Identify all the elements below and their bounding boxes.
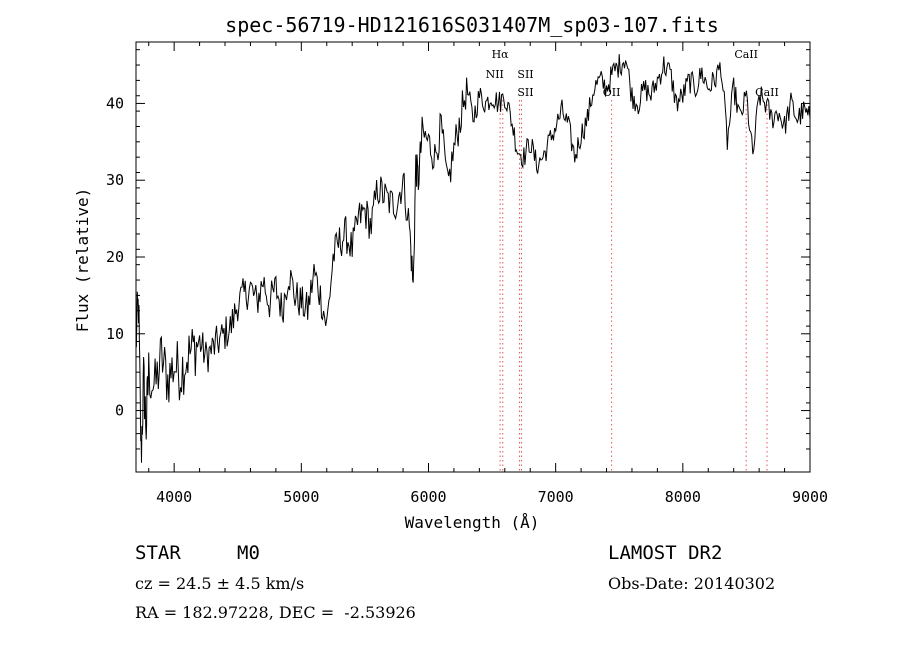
line-label: CaII xyxy=(755,86,779,99)
x-tick-label: 4000 xyxy=(156,488,192,506)
line-label: SII xyxy=(517,68,533,81)
y-tick-label: 40 xyxy=(106,94,124,112)
y-tick-label: 30 xyxy=(106,171,124,189)
observation-date: Obs-Date: 20140302 xyxy=(608,574,776,593)
line-label: Hα xyxy=(492,48,510,61)
y-tick-label: 10 xyxy=(106,325,124,343)
line-label: NII xyxy=(486,68,504,81)
emission-line-markers xyxy=(499,100,768,472)
line-label: OII xyxy=(603,86,621,99)
x-axis-label: Wavelength (Å) xyxy=(405,513,540,532)
x-tick-label: 6000 xyxy=(410,488,446,506)
object-type: STAR xyxy=(135,542,181,564)
y-tick-label: 20 xyxy=(106,248,124,266)
line-label: SII xyxy=(517,86,533,99)
y-tick-label: 0 xyxy=(115,402,124,420)
y-axis-label: Flux (relative) xyxy=(73,188,92,333)
spectrum-line xyxy=(135,54,811,463)
line-labels: Hα NII SII SII OII CaII CaII xyxy=(486,48,779,99)
x-tick-label: 9000 xyxy=(792,488,828,506)
x-tick-label: 5000 xyxy=(283,488,319,506)
line-label: CaII xyxy=(734,48,758,61)
coordinates: RA = 182.97228, DEC = -2.53926 xyxy=(135,603,416,622)
spectral-subclass: M0 xyxy=(237,542,260,564)
radial-velocity: cz = 24.5 ± 4.5 km/s xyxy=(135,574,305,593)
plot-frame xyxy=(135,41,811,473)
survey-name: LAMOST DR2 xyxy=(608,542,723,564)
x-tick-label: 8000 xyxy=(665,488,701,506)
x-tick-label: 7000 xyxy=(538,488,574,506)
chart-title: spec-56719-HD121616S031407M_sp03-107.fit… xyxy=(225,13,719,37)
axis-ticks: 4000 5000 6000 7000 8000 9000 0 10 20 30 40 xyxy=(106,42,828,506)
